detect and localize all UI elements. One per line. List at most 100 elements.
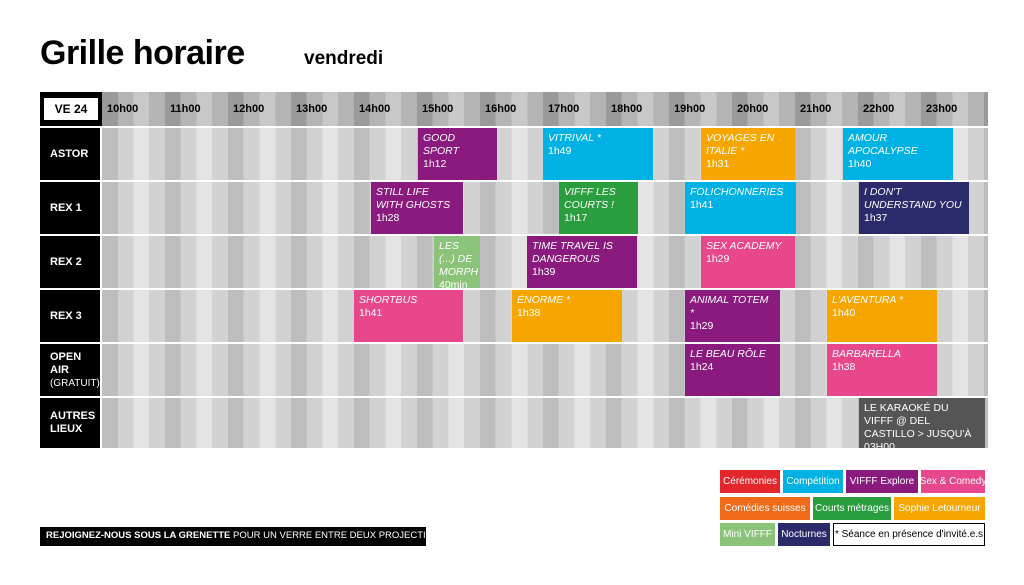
event: LE KARAOKÉ DU VIFFF @ DEL CASTILLO > JUS…	[859, 398, 985, 453]
hour-label: 12h00	[233, 103, 265, 115]
event-duration: 1h24	[690, 361, 714, 373]
title: Grille horaire	[40, 34, 245, 72]
hour-label: 19h00	[674, 103, 706, 115]
event: SEX ACADEMY 1h29	[701, 236, 795, 288]
event-duration: 1h38	[832, 361, 856, 373]
event: GOOD SPORT 1h12	[418, 128, 497, 180]
event-duration: 1h12	[423, 158, 447, 170]
event-title: SEX ACADEMY	[706, 240, 782, 252]
event-duration: 1h39	[532, 266, 556, 278]
event-title: ÉNORME *	[517, 294, 571, 306]
venue-name: REX 3	[50, 309, 82, 322]
event: LES (...) DE MORPH 40min	[434, 236, 480, 291]
event-duration: 1h29	[690, 320, 714, 332]
hour-label: 20h00	[737, 103, 769, 115]
legend-item: Sex & Comedy	[920, 470, 986, 493]
venue-label: OPEN AIR (GRATUIT)	[40, 344, 100, 396]
event: AMOUR APOCALYPSE 1h40	[843, 128, 953, 180]
hour-label: 18h00	[611, 103, 643, 115]
legend-item: Mini VIFFF	[720, 523, 775, 546]
event-title: VITRIVAL *	[548, 132, 601, 144]
event-duration: 1h40	[832, 307, 856, 319]
legend-item: Sophie Letourneur	[894, 497, 985, 520]
footer: REJOIGNEZ-NOUS SOUS LA GRENETTE POUR UN …	[40, 527, 452, 546]
event: ÉNORME * 1h38	[512, 290, 622, 342]
event-title: SHORTBUS	[359, 294, 418, 306]
venue-note: (GRATUIT)	[50, 377, 100, 389]
event: SHORTBUS 1h41	[354, 290, 463, 342]
hour-label: 21h00	[800, 103, 832, 115]
footer-bold: REJOIGNEZ-NOUS SOUS LA GRENETTE	[46, 530, 231, 541]
event: VIFFF LES COURTS ! 1h17	[559, 182, 638, 234]
event-title: I DON'T UNDERSTAND YOU	[864, 186, 962, 211]
event: FOLICHONNERIES 1h41	[685, 182, 796, 234]
venue-name: ASTOR	[50, 147, 89, 160]
venue-label: REX 2	[40, 236, 100, 288]
legend-item: Cérémonies	[720, 470, 780, 493]
event: VOYAGES EN ITALIE * 1h31	[701, 128, 795, 180]
event-duration: 1h41	[359, 307, 383, 319]
header-stripes	[102, 92, 988, 126]
event-title: FOLICHONNERIES	[690, 186, 784, 198]
hour-label: 22h00	[863, 103, 895, 115]
legend-item: VIFFF Explore	[846, 470, 918, 493]
event-duration: 1h41	[690, 199, 714, 211]
event-title: ANIMAL TOTEM *	[690, 294, 769, 319]
venue-label: REX 3	[40, 290, 100, 342]
row-stripes	[102, 182, 988, 234]
event: VITRIVAL * 1h49	[543, 128, 653, 180]
event-duration: 1h37	[864, 212, 888, 224]
event: I DON'T UNDERSTAND YOU 1h37	[859, 182, 969, 234]
event-title: BARBARELLA	[832, 348, 901, 360]
hour-label: 13h00	[296, 103, 328, 115]
hour-label: 23h00	[926, 103, 958, 115]
event-title: AMOUR APOCALYPSE	[848, 132, 918, 157]
event: ANIMAL TOTEM * 1h29	[685, 290, 780, 342]
event-title: TIME TRAVEL IS DANGEROUS	[532, 240, 613, 265]
venue-label: REX 1	[40, 182, 100, 234]
venue-label: ASTOR	[40, 128, 100, 180]
legend-item: Comédies suisses	[720, 497, 810, 520]
event-duration: 1h29	[706, 253, 730, 265]
event-title: STILL LIFE WITH GHOSTS	[376, 186, 451, 211]
subtitle: vendredi	[304, 48, 384, 69]
hour-label: 17h00	[548, 103, 580, 115]
event-duration: 1h28	[376, 212, 400, 224]
row-stripes	[102, 398, 988, 448]
event: STILL LIFE WITH GHOSTS 1h28	[371, 182, 463, 234]
event-title: VOYAGES EN ITALIE *	[706, 132, 775, 157]
legend-item: * Séance en présence d'invité.e.s	[833, 523, 985, 546]
event-duration: 1h17	[564, 212, 588, 224]
venue-name: OPEN AIR	[50, 350, 82, 376]
venue-name: AUTRES LIEUX	[50, 410, 96, 435]
event: L'AVENTURA * 1h40	[827, 290, 937, 342]
event-title: GOOD SPORT	[423, 132, 459, 157]
footer-text: POUR UN VERRE ENTRE DEUX PROJECTIONS !	[230, 530, 452, 541]
event-title: L'AVENTURA *	[832, 294, 904, 306]
event: LE BEAU RÔLE 1h24	[685, 344, 780, 396]
event-duration: 1h40	[848, 158, 872, 170]
hour-label: 16h00	[485, 103, 517, 115]
event-title: LE BEAU RÔLE	[690, 348, 766, 360]
event-title: LES (...) DE MORPH	[439, 240, 479, 278]
hour-label: 15h00	[422, 103, 454, 115]
event-duration: 40min	[439, 279, 468, 291]
hour-label: 14h00	[359, 103, 391, 115]
event-duration: 1h49	[548, 145, 572, 157]
event-title: VIFFF LES COURTS !	[564, 186, 616, 211]
venue-name: REX 2	[50, 255, 82, 268]
event: TIME TRAVEL IS DANGEROUS 1h39	[527, 236, 637, 288]
hour-label: 11h00	[170, 103, 201, 115]
event-duration: 1h38	[517, 307, 541, 319]
legend-item: Compétition	[783, 470, 843, 493]
event-duration: 1h31	[706, 158, 730, 170]
legend-item: Courts métrages	[813, 497, 891, 520]
venue-label: AUTRES LIEUX	[40, 398, 100, 448]
hour-label: 10h00	[107, 103, 139, 115]
venue-name: REX 1	[50, 201, 82, 214]
legend-item: Nocturnes	[778, 523, 830, 546]
event-title: LE KARAOKÉ DU VIFFF @ DEL CASTILLO > JUS…	[864, 402, 972, 453]
event: BARBARELLA 1h38	[827, 344, 937, 396]
